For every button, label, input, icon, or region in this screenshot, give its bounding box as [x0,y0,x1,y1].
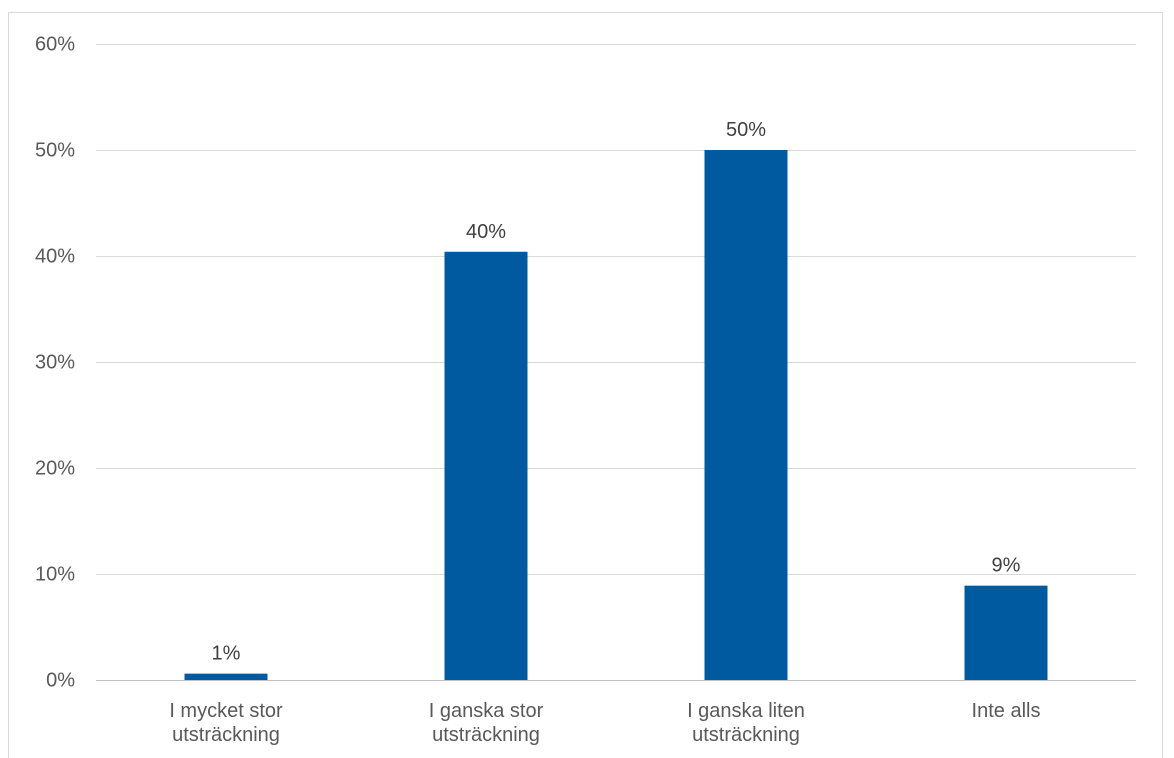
y-tick-label: 30% [35,352,75,374]
y-tick-label: 40% [35,246,75,268]
data-label: 1% [212,643,241,665]
bar [964,585,1048,680]
data-labels: 1% 40% 50% 9% [212,119,1021,665]
category-label: I mycket stor utsträckning [169,700,283,746]
y-tick-label: 0% [46,670,75,692]
y-axis-tick-labels: 0% 10% 20% 30% 40% 50% 60% [35,34,75,692]
data-label: 40% [466,221,506,243]
y-tick-label: 20% [35,458,75,480]
y-tick-label: 10% [35,564,75,586]
y-tick-label: 50% [35,140,75,162]
bar [444,251,528,680]
gridlines [96,44,1136,681]
bars [184,150,1048,680]
bar [704,150,788,680]
data-label: 50% [726,119,766,141]
data-label: 9% [992,555,1021,577]
chart-frame [8,12,1163,758]
category-label: I ganska liten utsträckning [687,700,805,746]
y-tick-label: 60% [35,34,75,56]
category-label: Inte alls [972,700,1041,722]
bar [184,673,268,680]
category-label: I ganska stor utsträckning [429,700,544,746]
x-axis-category-labels: I mycket stor utsträckning I ganska stor ut… [169,700,1040,746]
